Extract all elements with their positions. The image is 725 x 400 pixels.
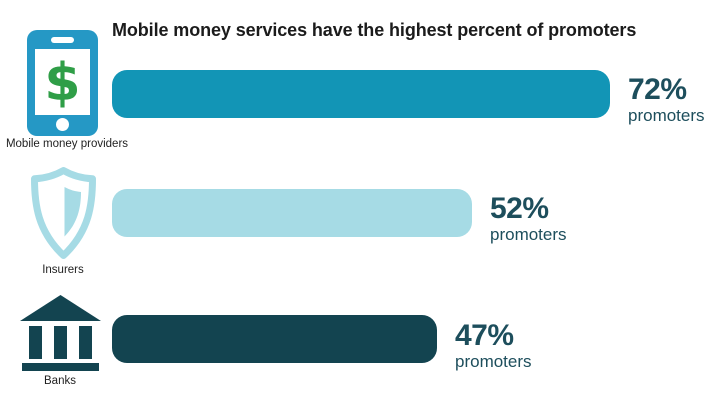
svg-text:$: $ <box>44 53 80 113</box>
shield-icon <box>26 166 101 269</box>
percent-value: 47% <box>455 319 514 352</box>
value-banks: 47% promoters <box>455 320 532 372</box>
bank-icon <box>20 295 101 378</box>
percent-caption: promoters <box>628 106 705 125</box>
category-label-mobile-money: Mobile money providers <box>5 138 129 150</box>
percent-value: 52% <box>490 192 549 225</box>
bar-banks <box>112 315 437 363</box>
percent-caption: promoters <box>455 352 532 371</box>
category-label-banks: Banks <box>44 375 76 387</box>
mobile-phone-dollar-icon: $ <box>27 30 98 141</box>
percent-caption: promoters <box>490 225 567 244</box>
bar-insurers <box>112 189 472 237</box>
value-insurers: 52% promoters <box>490 193 567 245</box>
percent-value: 72% <box>628 73 687 106</box>
chart-title: Mobile money services have the highest p… <box>112 20 637 40</box>
value-mobile-money: 72% promoters <box>628 74 705 126</box>
bar-mobile-money <box>112 70 610 118</box>
category-label-insurers: Insurers <box>42 264 84 276</box>
